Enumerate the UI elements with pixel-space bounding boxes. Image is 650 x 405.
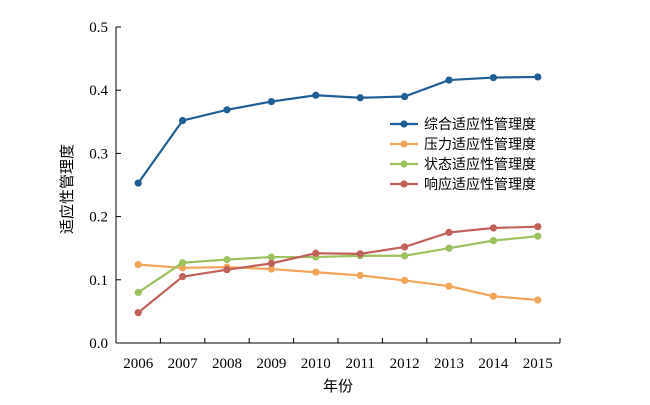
data-point [534,73,542,81]
x-tick-label: 2008 [212,356,242,372]
legend-item: 压力适应性管理度 [390,136,536,153]
data-point [489,292,497,300]
legend-label: 压力适应性管理度 [424,136,536,153]
data-point [489,73,497,82]
legend-item: 状态适应性管理度 [390,156,536,173]
x-tick-label: 2006 [123,356,154,372]
series-1 [134,261,542,304]
data-point [312,268,320,276]
data-point [534,232,542,240]
data-point [223,255,231,264]
series-line [137,75,538,184]
x-ticks: 2006 2007 2008 2009 2010 2011 2012 2013 2014 2015 [115,338,561,372]
data-point [534,223,542,231]
data-point [356,271,364,279]
series-0 [134,73,542,187]
data-point [267,259,275,267]
legend-label: 响应适应性管理度 [424,176,536,193]
data-point [134,261,142,269]
y-axis-title: 适应性管理度 [58,144,76,234]
data-point [356,250,364,258]
data-point [534,296,542,304]
data-point [179,259,187,267]
data-point [223,106,231,114]
data-point [312,249,320,257]
data-point [134,288,142,297]
data-point [179,116,187,125]
x-tick-label: 2011 [345,356,374,372]
data-point [401,243,409,251]
series-line [137,235,538,294]
data-point [445,282,453,290]
legend-swatch-marker [400,180,408,188]
legend-item: 响应适应性管理度 [390,176,536,193]
x-tick-label: 2012 [390,356,420,372]
data-point [312,91,320,99]
legend-item: 综合适应性管理度 [390,116,536,133]
legend-label: 综合适应性管理度 [424,116,536,133]
series-group [134,73,542,317]
x-tick-label: 2010 [301,356,331,372]
y-tick-label: 0.2 [89,210,108,226]
series-line [137,225,538,314]
legend-swatch-marker [400,160,408,168]
data-point [401,252,409,260]
data-point [445,244,453,252]
data-point [134,309,142,317]
series-line [138,263,538,302]
data-point [134,179,142,187]
data-point [223,266,231,274]
data-point [445,76,453,84]
x-tick-label: 2014 [478,356,509,372]
data-point [267,265,275,273]
data-point [267,97,275,106]
y-tick-label: 0.3 [89,146,108,162]
data-point [179,264,187,272]
y-tick-label: 0.4 [89,83,108,99]
legend-label: 状态适应性管理度 [424,156,536,173]
data-point [445,228,453,236]
data-point [401,92,409,101]
y-tick-label: 0.0 [89,336,108,352]
x-tick-label: 2013 [434,356,464,372]
data-point [489,237,497,245]
legend-swatch-marker [400,120,408,128]
series-3 [134,223,542,317]
data-point [179,273,187,281]
data-point [401,276,409,285]
x-tick-label: 2015 [523,356,553,372]
y-tick-label: 0.1 [89,273,108,289]
legend-swatch-marker [400,140,408,148]
series-2 [134,232,542,297]
x-axis-title: 年份 [323,377,353,395]
data-point [267,253,275,261]
data-point [489,224,497,232]
y-ticks: 0.0 0.1 0.2 0.3 0.4 0.5 [89,20,121,352]
data-point [356,94,364,102]
y-tick-label: 0.5 [89,20,108,36]
x-tick-label: 2009 [256,356,286,372]
x-tick-label: 2007 [168,356,199,372]
